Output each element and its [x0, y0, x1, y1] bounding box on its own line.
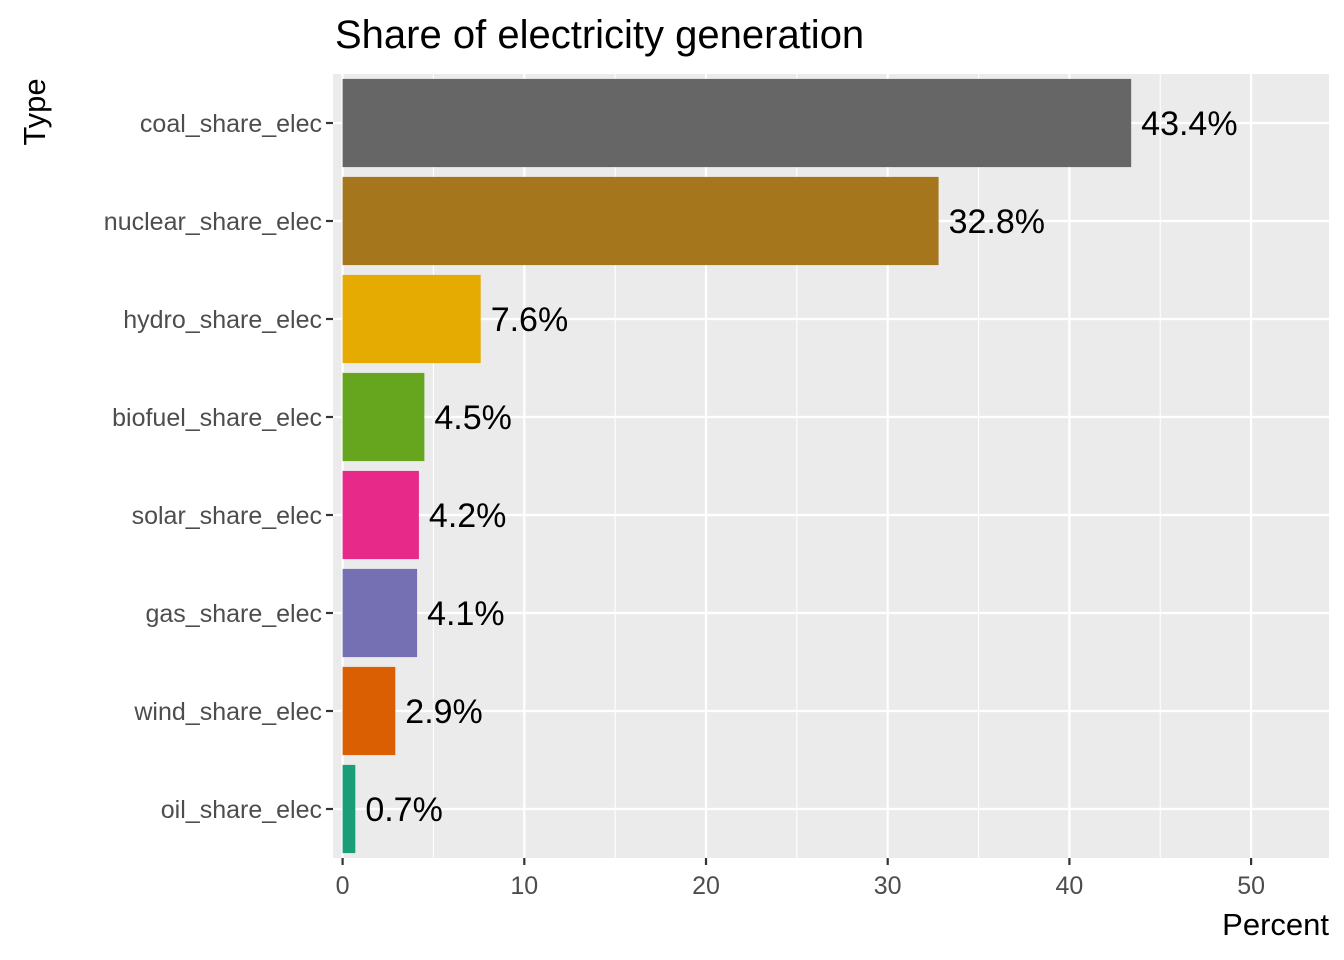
y-tick-label: gas_share_elec: [145, 600, 322, 628]
y-tick-label: nuclear_share_elec: [104, 208, 322, 236]
data-label-hydro_share_elec: 7.6%: [491, 301, 569, 339]
data-label-solar_share_elec: 4.2%: [429, 497, 507, 535]
x-tick-label: 0: [336, 872, 350, 900]
y-tick-label: solar_share_elec: [132, 502, 322, 530]
bar-gas_share_elec: [342, 568, 418, 658]
chart-title: Share of electricity generation: [335, 13, 864, 57]
y-tick-label: hydro_share_elec: [123, 306, 322, 334]
y-axis-title: Type: [17, 78, 52, 145]
data-label-biofuel_share_elec: 4.5%: [434, 399, 512, 437]
bar-oil_share_elec: [342, 764, 356, 854]
x-tick-label: 40: [1055, 872, 1083, 900]
data-label-gas_share_elec: 4.1%: [427, 595, 505, 633]
x-axis: 0 10 20 30 40 50: [336, 858, 1265, 900]
x-tick-label: 30: [874, 872, 902, 900]
data-label-nuclear_share_elec: 32.8%: [949, 203, 1045, 241]
x-tick-label: 20: [692, 872, 720, 900]
x-tick-label: 10: [510, 872, 538, 900]
y-axis: coal_share_elec nuclear_share_elec hydro_s…: [104, 110, 333, 824]
bar-solar_share_elec: [342, 470, 419, 560]
x-tick-label: 50: [1237, 872, 1265, 900]
bar-hydro_share_elec: [342, 274, 481, 364]
data-label-coal_share_elec: 43.4%: [1141, 105, 1237, 143]
data-label-wind_share_elec: 2.9%: [405, 693, 483, 731]
bar-nuclear_share_elec: [342, 176, 939, 266]
y-tick-label: oil_share_elec: [161, 796, 322, 824]
y-tick-label: biofuel_share_elec: [112, 404, 322, 432]
bars: [342, 78, 1132, 854]
data-labels: 43.4% 32.8% 7.6% 4.5% 4.2% 4.1% 2.9% 0.7%: [365, 105, 1237, 829]
bar-biofuel_share_elec: [342, 372, 425, 462]
bar-wind_share_elec: [342, 666, 396, 756]
bar-coal_share_elec: [342, 78, 1132, 168]
x-axis-title: Percent: [1222, 907, 1329, 942]
y-tick-label: wind_share_elec: [133, 698, 322, 726]
y-tick-label: coal_share_elec: [140, 110, 322, 138]
data-label-oil_share_elec: 0.7%: [365, 791, 443, 829]
